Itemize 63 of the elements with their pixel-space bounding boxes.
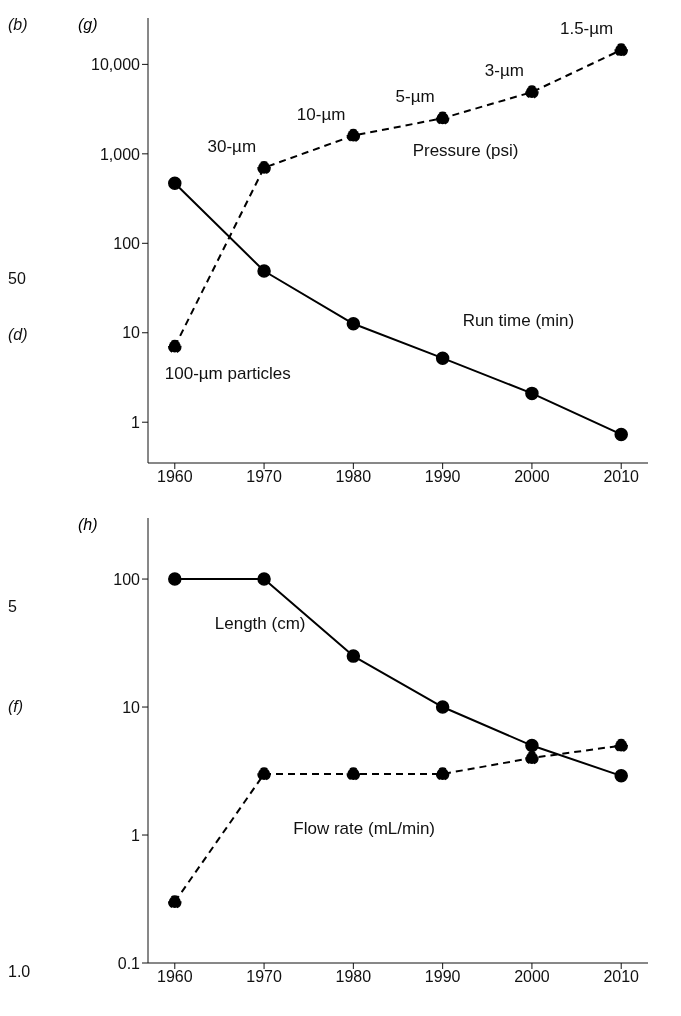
point: [168, 572, 182, 586]
point: [346, 128, 361, 143]
y-tick-label: 100: [113, 570, 141, 588]
text: 5: [8, 598, 17, 616]
point: [346, 317, 361, 331]
text: 50: [8, 270, 26, 288]
y-tick-label: 10,000: [91, 56, 141, 74]
point: [525, 386, 539, 401]
x-tick-label: 1980: [335, 468, 372, 486]
point: [435, 767, 450, 781]
point: [525, 85, 539, 99]
point: [435, 700, 450, 714]
x-tick-label: 1960: [156, 468, 193, 486]
x-tick-label: 1970: [246, 968, 282, 986]
point: [168, 895, 182, 909]
annotation: 1.5-µm: [559, 18, 614, 38]
point: [257, 572, 271, 586]
point: [435, 351, 450, 365]
text: (d): [8, 326, 28, 344]
x-tick-label: 1990: [424, 968, 461, 986]
y-tick-label: 1: [131, 413, 141, 431]
x-tick-label: 2000: [514, 968, 550, 986]
series-label: Pressure (psi): [412, 141, 519, 161]
x-tick-label: 1960: [156, 968, 193, 986]
annotation: 5-µm: [395, 87, 435, 107]
y-tick-label: 100: [113, 234, 141, 252]
point: [257, 264, 271, 278]
annotation: 100-µm particles: [164, 363, 291, 383]
point: [257, 767, 271, 781]
point: [525, 738, 539, 753]
point: [257, 160, 271, 175]
chart-title: (h): [78, 516, 98, 534]
x-tick-label: 2010: [603, 468, 640, 486]
annotation: 10-µm: [296, 104, 346, 124]
x-tick-label: 1980: [335, 968, 372, 986]
annotation: 3-µm: [484, 61, 524, 81]
x-tick-label: 2010: [603, 968, 640, 986]
point: [614, 769, 628, 783]
point: [525, 751, 539, 765]
point: [168, 339, 182, 354]
text: 1.0: [8, 963, 31, 981]
point: [168, 176, 182, 190]
chart-title: (g): [78, 16, 98, 34]
text: Flow rate (mL/min): [293, 818, 436, 838]
point: [346, 649, 361, 663]
series-label: Length (cm): [214, 614, 306, 634]
series-label: Run time (min): [462, 311, 575, 331]
annotation: 30-µm: [207, 136, 257, 156]
x-tick-label: 1990: [424, 468, 461, 486]
point: [435, 111, 450, 125]
point: [614, 427, 628, 442]
x-tick-label: 2000: [514, 468, 550, 486]
point: [614, 738, 628, 753]
point: [346, 767, 361, 781]
text: (b): [8, 16, 28, 34]
y-tick-label: 1,000: [99, 145, 141, 163]
y-tick-label: 10: [122, 698, 141, 716]
x-tick-label: 1970: [246, 468, 282, 486]
point: [614, 43, 628, 57]
y-tick-label: 10: [122, 324, 141, 342]
y-tick-label: 1: [131, 826, 141, 844]
text: (f): [8, 698, 24, 716]
y-tick-label: 0.1: [117, 954, 141, 972]
